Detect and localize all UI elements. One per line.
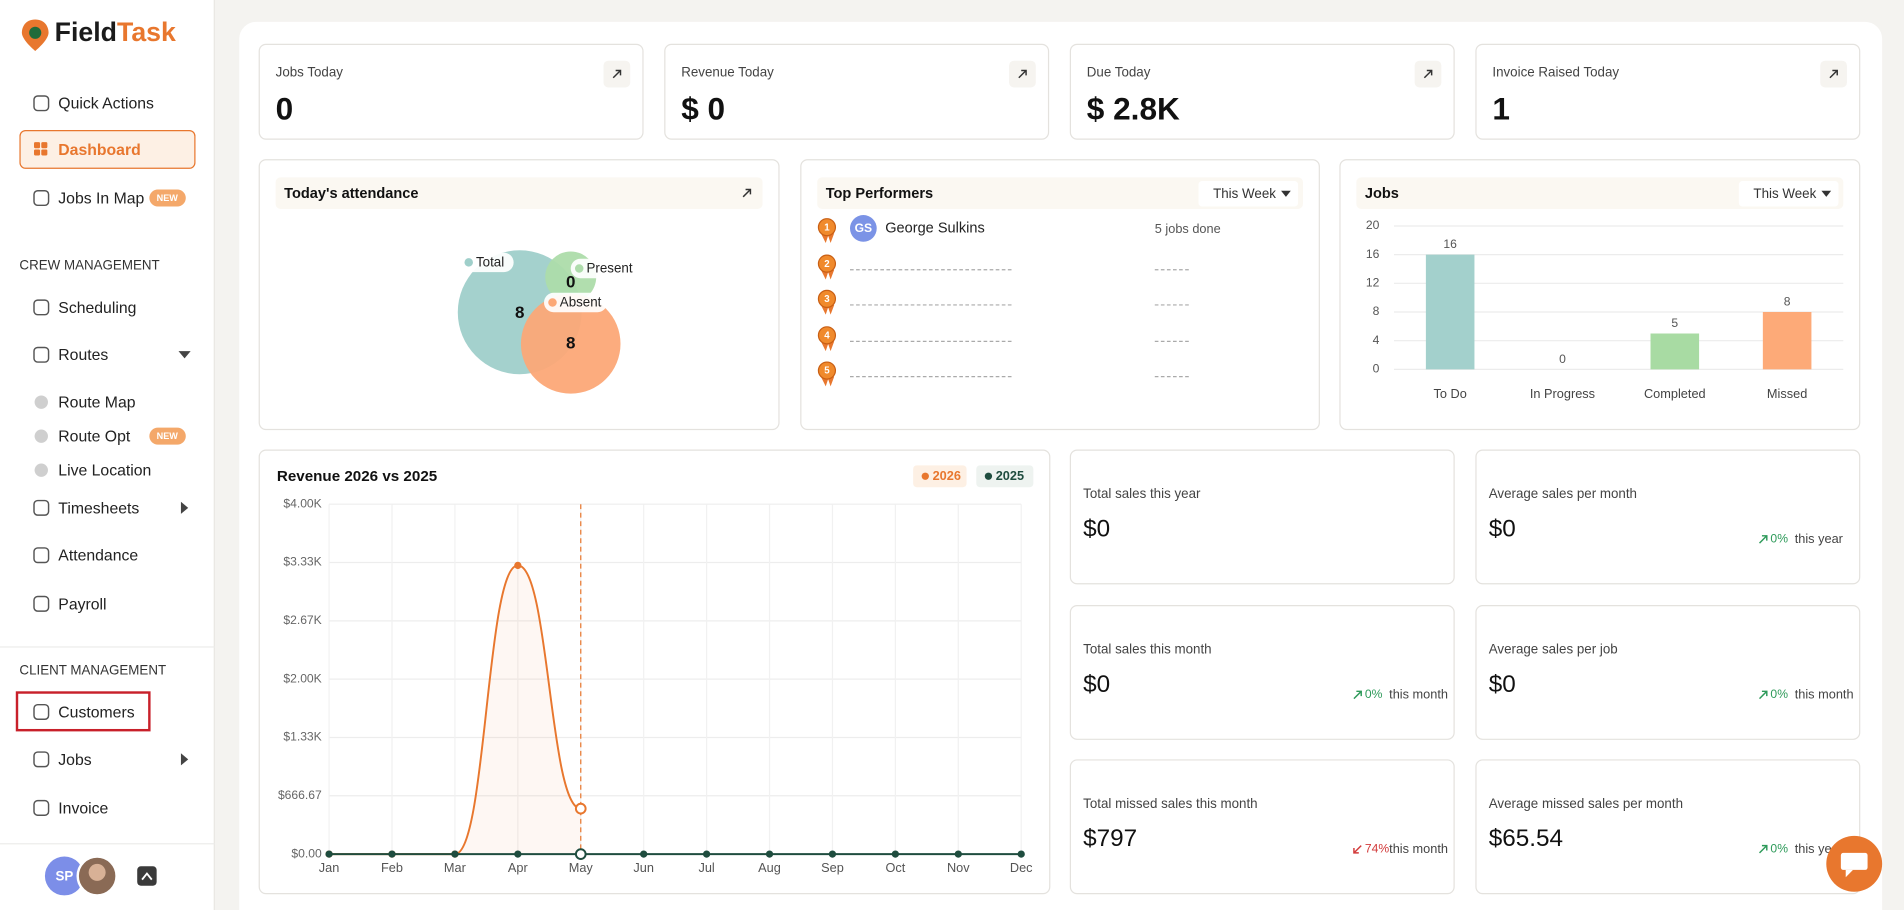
section-heading: CREW MANAGEMENT: [19, 258, 160, 274]
stat-change: 0%: [1770, 688, 1788, 702]
card: [1475, 605, 1861, 740]
chat-button[interactable]: [1826, 835, 1883, 892]
kpi-label: Jobs Today: [275, 65, 343, 81]
kpi-value: 1: [1492, 90, 1510, 127]
menu-item[interactable]: Dashboard: [58, 140, 141, 159]
stat-label: Average missed sales per month: [1488, 797, 1684, 812]
card: [1475, 43, 1861, 140]
divider: [0, 646, 215, 648]
kpi-label: Revenue Today: [681, 65, 774, 81]
highlight-box: [15, 691, 151, 732]
menu-item[interactable]: Route Opt: [58, 427, 131, 446]
card: [1069, 759, 1455, 895]
stat-label: Total missed sales this month: [1083, 797, 1258, 812]
dropdown-label: This Week: [1753, 186, 1817, 202]
stat-value: $0: [1488, 515, 1516, 543]
active-item-bg: [19, 129, 196, 169]
menu-item[interactable]: Jobs In Map: [58, 188, 145, 208]
stat-period: this month: [1389, 841, 1448, 857]
menu-item[interactable]: Scheduling: [58, 298, 137, 317]
menu-item[interactable]: Customers: [58, 702, 135, 722]
stat-label: Total sales this year: [1083, 487, 1201, 502]
card: [258, 43, 644, 140]
stat-label: Average sales per job: [1488, 642, 1618, 658]
divider: [0, 843, 215, 845]
kpi-label: Invoice Raised Today: [1492, 65, 1620, 81]
menu-item[interactable]: Timesheets: [58, 498, 140, 517]
card: [258, 449, 1051, 895]
card: [1069, 605, 1455, 740]
stat-change: 74%: [1364, 842, 1390, 856]
menu-item[interactable]: Attendance: [58, 546, 139, 565]
card-title: Revenue 2026 vs 2025: [276, 467, 438, 485]
open-button[interactable]: [1009, 60, 1036, 88]
menu-item[interactable]: Jobs: [58, 750, 92, 769]
card: [664, 43, 1050, 140]
dropdown-label: This Week: [1213, 186, 1276, 202]
stat-value: $797: [1083, 825, 1138, 853]
stat-value: $0: [1083, 671, 1111, 698]
kpi-value: $ 0: [681, 90, 726, 127]
badge: [149, 427, 186, 445]
stat-change: 0%: [1770, 532, 1788, 547]
chat-icon: [1840, 852, 1868, 878]
card-header: [275, 177, 763, 209]
section-heading: CLIENT MANAGEMENT: [19, 663, 167, 678]
stat-value: $65.54: [1488, 825, 1563, 853]
card-title: Top Performers: [825, 184, 934, 202]
stat-change: 0%: [1364, 688, 1383, 702]
card: [1069, 449, 1455, 585]
stat-change: 0%: [1770, 842, 1788, 856]
stat-label: Total sales this month: [1083, 642, 1212, 658]
open-button[interactable]: [603, 60, 631, 88]
card: [1069, 43, 1455, 140]
card-title: Jobs: [1364, 184, 1399, 202]
menu-item[interactable]: Route Map: [58, 393, 136, 412]
stat-value: $0: [1083, 515, 1111, 543]
badge-label: NEW: [156, 430, 178, 442]
kpi-label: Due Today: [1086, 65, 1151, 81]
badge: [149, 189, 186, 207]
kpi-value: 0: [275, 90, 294, 127]
card: [1475, 759, 1861, 895]
stat-period: this month: [1389, 687, 1448, 703]
stat-value: $0: [1488, 671, 1516, 698]
kpi-value: $ 2.8K: [1086, 90, 1180, 127]
open-button[interactable]: [1820, 60, 1847, 88]
menu-item[interactable]: Live Location: [58, 461, 152, 480]
menu-item[interactable]: Payroll: [58, 594, 107, 613]
card: [1475, 449, 1861, 585]
stat-period: this month: [1794, 687, 1854, 703]
card-title: Today's attendance: [284, 184, 419, 202]
menu-item[interactable]: Quick Actions: [58, 94, 154, 113]
stat-period: this year: [1794, 532, 1843, 547]
badge-label: NEW: [156, 192, 178, 204]
open-button[interactable]: [1414, 60, 1442, 88]
menu-item[interactable]: Routes: [58, 345, 109, 364]
menu-item[interactable]: Invoice: [58, 798, 109, 818]
stat-label: Average sales per month: [1488, 487, 1637, 502]
